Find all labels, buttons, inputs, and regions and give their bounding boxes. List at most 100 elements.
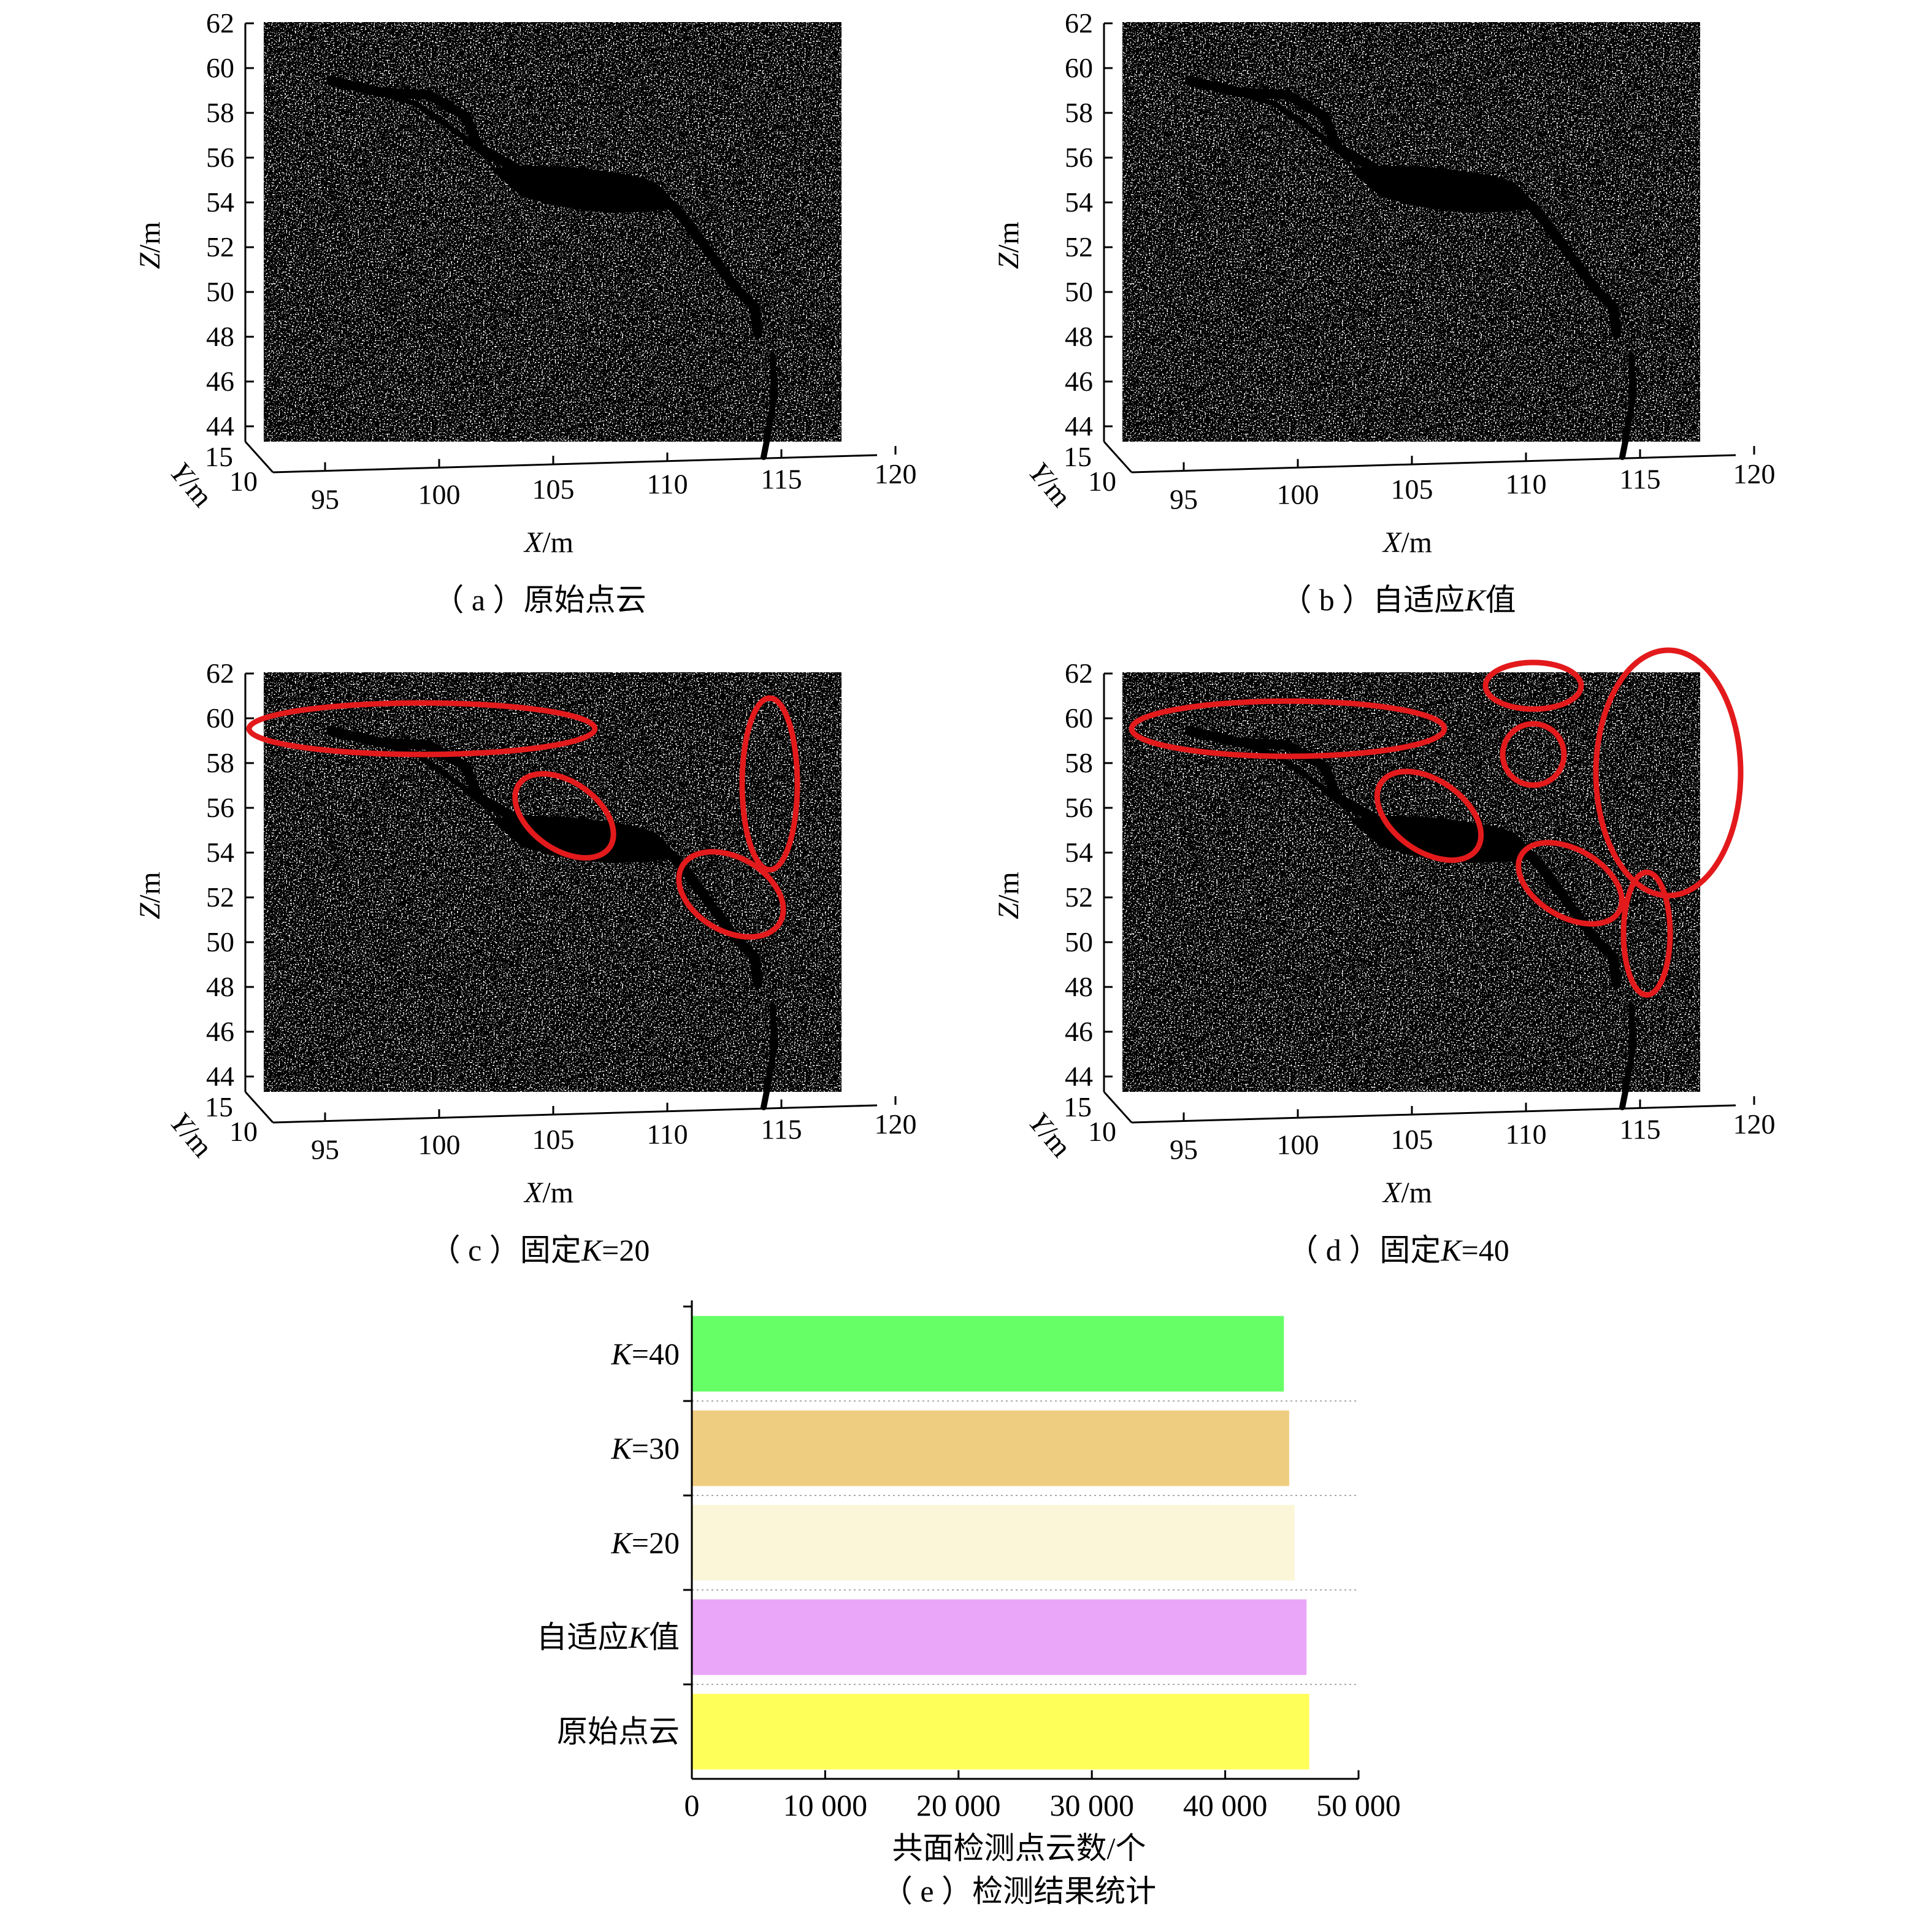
z-tick-label: 46 xyxy=(206,366,234,397)
z-tick-label: 56 xyxy=(1065,792,1093,823)
z-tick-label: 50 xyxy=(1065,276,1093,307)
x-tick-label: 120 xyxy=(875,1108,917,1140)
highlight-ellipse xyxy=(739,695,800,873)
fracture-vertical xyxy=(1619,353,1636,460)
z-tick-label: 50 xyxy=(1065,926,1093,958)
highlight-ellipse xyxy=(1593,647,1744,899)
x-axis-label: X/m xyxy=(1382,526,1432,559)
fracture-vertical xyxy=(761,1003,778,1110)
highlight-ellipse xyxy=(512,770,616,861)
panel-caption: （ a ）原始点云 xyxy=(433,583,646,617)
x-tick-label: 50 000 xyxy=(1316,1788,1401,1822)
category-label: K=40 xyxy=(610,1337,680,1371)
z-tick-label: 60 xyxy=(1065,702,1093,734)
x-tick-label: 115 xyxy=(1619,1113,1660,1145)
z-tick-label: 52 xyxy=(1065,231,1093,263)
x-axis-label: 共面检测点云数/个 xyxy=(892,1831,1146,1865)
z-tick-label: 60 xyxy=(206,702,234,734)
z-tick-label: 54 xyxy=(206,837,234,868)
z-axis-label: Z/m xyxy=(992,872,1025,919)
y-tick-label: 10 xyxy=(229,466,258,497)
x-tick-label: 105 xyxy=(532,1124,575,1155)
highlight-ellipse xyxy=(1129,698,1447,759)
z-tick-label: 52 xyxy=(206,881,234,913)
x-tick-label: 120 xyxy=(1733,1108,1776,1140)
z-axis-label: Z/m xyxy=(992,221,1025,269)
highlight-ellipse xyxy=(1500,721,1567,788)
bar xyxy=(692,1505,1295,1581)
y-tick-label: 15 xyxy=(205,441,233,472)
fracture-secondary xyxy=(353,83,493,162)
z-tick-label: 52 xyxy=(206,231,234,263)
y-tick-label: 10 xyxy=(1088,466,1116,497)
point-cloud xyxy=(1122,22,1700,460)
point-cloud xyxy=(264,672,841,1110)
fracture-secondary xyxy=(353,734,493,812)
highlight-ellipse xyxy=(1516,840,1625,927)
z-tick-label: 48 xyxy=(206,971,234,1002)
z-tick-label: 62 xyxy=(206,658,234,689)
z-tick-label: 46 xyxy=(206,1016,234,1047)
highlight-ellipse xyxy=(1374,769,1484,863)
z-tick-label: 48 xyxy=(1065,321,1093,352)
y-tick-label: 15 xyxy=(1064,1091,1092,1123)
x-tick-label: 100 xyxy=(418,1129,461,1160)
z-tick-label: 48 xyxy=(1065,971,1093,1002)
z-tick-label: 60 xyxy=(206,52,234,83)
x-tick-label: 95 xyxy=(311,1134,339,1165)
x-axis-label: X/m xyxy=(523,1176,573,1209)
category-label: 原始点云 xyxy=(557,1714,680,1749)
y-tick-label: 10 xyxy=(1088,1116,1116,1147)
x-tick-label: 105 xyxy=(532,474,575,505)
fracture-cavity xyxy=(491,816,670,863)
category-label: K=30 xyxy=(610,1431,680,1465)
z-tick-label: 56 xyxy=(206,142,234,173)
panel-caption: （ d ）固定K=40 xyxy=(1287,1233,1509,1267)
z-tick-label: 58 xyxy=(1065,97,1093,128)
x-tick-label: 95 xyxy=(1170,484,1198,515)
fracture-vertical xyxy=(761,353,778,460)
y-tick-label: 15 xyxy=(205,1091,233,1123)
highlight-ellipse xyxy=(246,700,598,758)
highlight-ellipse xyxy=(676,849,786,940)
z-tick-label: 44 xyxy=(206,1061,234,1092)
x-tick-label: 110 xyxy=(646,469,688,500)
x-tick-label: 115 xyxy=(761,1113,802,1145)
z-tick-label: 60 xyxy=(1065,52,1093,83)
x-tick-label: 20 000 xyxy=(916,1788,1001,1822)
z-tick-label: 58 xyxy=(206,97,234,128)
bar xyxy=(692,1599,1307,1675)
z-tick-label: 54 xyxy=(206,186,234,218)
fracture-secondary xyxy=(1212,83,1352,162)
x-tick-label: 105 xyxy=(1391,474,1433,505)
x-tick-label: 120 xyxy=(875,458,917,489)
z-tick-label: 56 xyxy=(206,792,234,823)
x-tick-label: 105 xyxy=(1391,1124,1433,1155)
y-tick-label: 15 xyxy=(1064,441,1092,472)
fracture-cavity xyxy=(1349,816,1528,863)
x-tick-label: 100 xyxy=(1277,478,1319,510)
x-tick-label: 120 xyxy=(1733,458,1776,489)
z-tick-label: 50 xyxy=(206,926,234,958)
bar xyxy=(692,1694,1309,1770)
fracture-cavity xyxy=(491,166,670,213)
x-tick-label: 110 xyxy=(1505,1119,1546,1150)
z-tick-label: 62 xyxy=(1065,7,1093,39)
category-label: 自适应K值 xyxy=(537,1620,680,1654)
x-tick-label: 115 xyxy=(761,463,802,494)
bar xyxy=(692,1316,1284,1392)
y-tick-label: 10 xyxy=(229,1116,258,1147)
x-tick-label: 115 xyxy=(1619,463,1660,494)
fracture-cavity xyxy=(1349,166,1528,213)
x-axis-label: X/m xyxy=(1382,1176,1432,1209)
z-axis-label: Z/m xyxy=(134,872,166,919)
z-tick-label: 50 xyxy=(206,276,234,307)
z-tick-label: 46 xyxy=(1065,366,1093,397)
x-tick-label: 100 xyxy=(1277,1129,1319,1160)
category-label: K=20 xyxy=(610,1526,680,1560)
